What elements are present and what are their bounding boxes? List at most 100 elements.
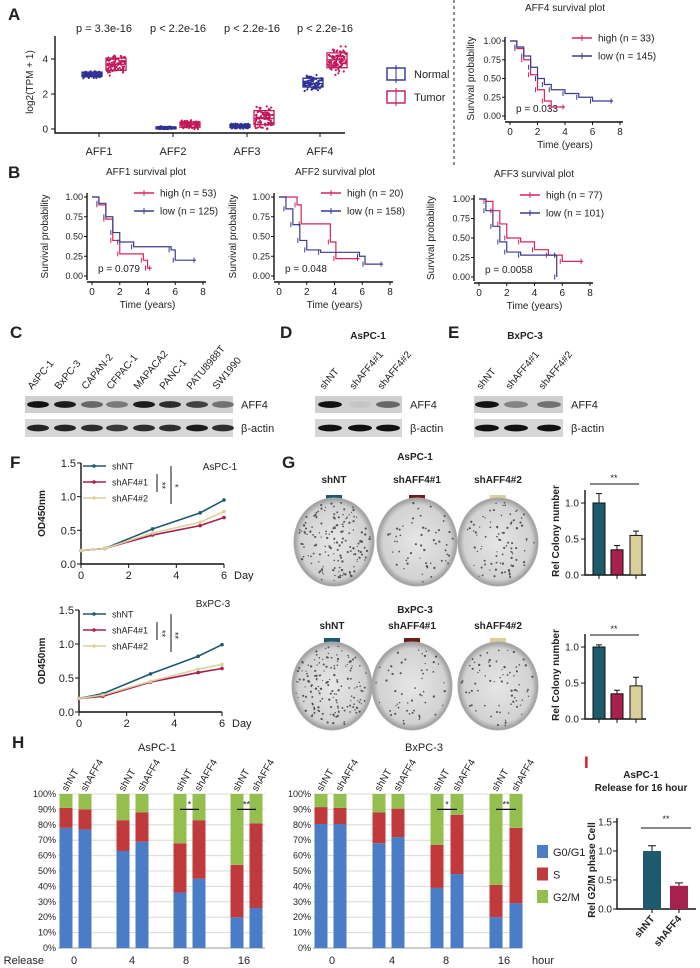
blot-band bbox=[54, 424, 76, 432]
colony bbox=[502, 504, 504, 507]
colony bbox=[446, 553, 449, 556]
colony bbox=[363, 686, 366, 689]
colony-plate bbox=[457, 641, 539, 731]
colony bbox=[301, 670, 303, 672]
y-tick-label: 0.25 bbox=[252, 251, 270, 261]
data-point bbox=[111, 65, 114, 68]
colony bbox=[310, 684, 313, 687]
colony bbox=[402, 722, 405, 725]
colony bbox=[309, 665, 313, 668]
data-point bbox=[269, 119, 273, 122]
colony bbox=[352, 508, 355, 512]
data-point bbox=[310, 88, 313, 91]
data-point bbox=[337, 72, 340, 75]
data-point bbox=[331, 48, 334, 51]
colony bbox=[395, 563, 398, 566]
colony bbox=[378, 701, 381, 704]
data-point bbox=[267, 121, 270, 124]
bar-segment-g2m bbox=[249, 794, 263, 824]
y-tick-label: 80% bbox=[38, 820, 56, 830]
colony bbox=[324, 506, 327, 509]
colony bbox=[341, 530, 344, 533]
colony bbox=[302, 524, 305, 526]
colony bbox=[423, 548, 426, 552]
colony bbox=[403, 568, 405, 570]
data-point bbox=[150, 531, 155, 535]
bar-segment-g0g1 bbox=[372, 843, 386, 948]
colony bbox=[346, 677, 349, 680]
colony bbox=[332, 568, 335, 572]
colony bbox=[337, 707, 339, 709]
colony bbox=[414, 543, 417, 546]
data-point bbox=[271, 113, 274, 116]
y-tick-label: 1.00 bbox=[65, 192, 83, 202]
colony bbox=[318, 692, 321, 695]
colony bbox=[392, 551, 394, 553]
x-tick-label: 8 bbox=[587, 288, 593, 299]
colony bbox=[402, 719, 405, 722]
data-point bbox=[267, 111, 270, 115]
error-bar bbox=[648, 845, 656, 851]
bar-segment-g0g1 bbox=[173, 892, 187, 948]
colony bbox=[417, 507, 420, 510]
colony bbox=[342, 525, 344, 528]
bar-shNT bbox=[592, 646, 606, 720]
bar-segment-g2m bbox=[489, 794, 503, 885]
bar-segment-g2m bbox=[173, 794, 187, 844]
colony bbox=[331, 689, 334, 693]
data-point bbox=[198, 523, 202, 528]
colony bbox=[334, 574, 336, 577]
colony bbox=[421, 677, 423, 680]
colony bbox=[420, 533, 423, 537]
colony bbox=[341, 523, 344, 526]
group-label: 8 bbox=[443, 955, 449, 967]
colony bbox=[406, 557, 409, 560]
x-axis-label: Day bbox=[234, 570, 254, 582]
colony bbox=[432, 660, 435, 664]
colony bbox=[424, 662, 426, 665]
bar-label: shNT bbox=[490, 767, 511, 793]
x-tick-label: 0 bbox=[507, 127, 513, 138]
colony bbox=[352, 506, 354, 509]
y-tick-label: 0.5 bbox=[59, 673, 74, 685]
data-point bbox=[117, 58, 120, 61]
blot-band bbox=[133, 401, 155, 408]
colony bbox=[325, 532, 327, 535]
bar-segment-g0g1 bbox=[249, 907, 263, 948]
colony bbox=[337, 710, 340, 713]
x-tick-label: shAFF4 bbox=[652, 914, 684, 949]
survival-curve-high bbox=[279, 196, 360, 260]
colony bbox=[341, 650, 343, 652]
colony bbox=[504, 571, 506, 574]
blot-band bbox=[54, 401, 76, 408]
colony bbox=[325, 665, 328, 668]
colony bbox=[307, 664, 310, 666]
chart-title: BxPC-3 bbox=[196, 599, 231, 610]
colony bbox=[526, 688, 529, 691]
colony bbox=[320, 507, 323, 510]
data-point bbox=[267, 108, 270, 111]
error-bar bbox=[596, 644, 602, 647]
colony bbox=[323, 670, 325, 672]
colony bbox=[311, 695, 314, 698]
colony bbox=[448, 554, 451, 557]
colony bbox=[419, 544, 423, 547]
data-point bbox=[193, 127, 196, 131]
colony bbox=[389, 533, 392, 535]
colony bbox=[360, 703, 363, 705]
colony bbox=[321, 571, 324, 574]
colony bbox=[340, 556, 343, 559]
colony bbox=[320, 717, 323, 721]
y-tick-label: 0.25 bbox=[483, 92, 501, 102]
x-tick-label: AFF4 bbox=[307, 146, 334, 158]
colony bbox=[350, 677, 352, 680]
blot-band bbox=[348, 401, 372, 408]
legend-label: Normal bbox=[414, 69, 449, 81]
colony bbox=[300, 530, 303, 532]
bar-label: shNT bbox=[60, 767, 81, 793]
significance-mark: ** bbox=[243, 799, 251, 809]
colony bbox=[505, 545, 508, 547]
data-point bbox=[315, 84, 319, 87]
colony bbox=[498, 704, 500, 707]
data-point bbox=[344, 53, 347, 56]
